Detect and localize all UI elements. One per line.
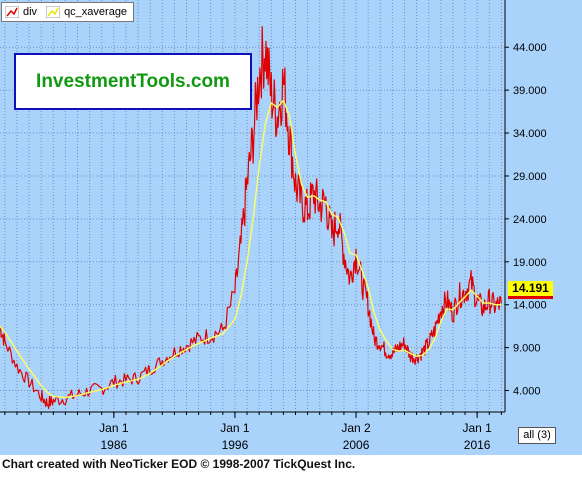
watermark-text: InvestmentTools.com [36,70,230,92]
legend-line-icon [5,6,19,18]
series-line-div [0,26,502,410]
legend-line-icon [46,6,61,18]
x-tick-label: Jan 1 [462,421,492,435]
y-tick-label: 34.000 [513,128,547,140]
axes: 4.000 9.000 14.000 19.000 24.000 29.000 34.000… [0,0,547,452]
y-tick-label: 19.000 [513,257,547,269]
last-value-label: 14.191 [508,281,553,299]
x-tick-label-year: 1996 [222,438,249,452]
y-tick-label: 29.000 [513,171,547,183]
y-tick-label: 14.000 [513,300,547,312]
footer-credit: Chart created with NeoTicker EOD © 1998-… [0,455,582,473]
legend-item-div[interactable]: div [2,6,43,18]
y-tick-label: 9.000 [513,343,541,355]
legend-label-qc-xaverage: qc_xaverage [64,6,128,18]
x-tick-label: Jan 1 [220,421,250,435]
x-tick-label-year: 2006 [343,438,370,452]
watermark-logo: InvestmentTools.com [14,53,252,110]
y-tick-label: 4.000 [513,386,541,398]
x-tick-label: Jan 1 [99,421,129,435]
series-lines [0,26,502,410]
legend-label-div: div [23,6,38,18]
legend: div qc_xaverage [1,2,135,22]
range-all-button[interactable]: all (3) [518,427,556,444]
legend-item-qc-xaverage[interactable]: qc_xaverage [43,6,133,18]
x-tick-label-year: 1986 [100,438,127,452]
series-line-qc-xaverage [0,99,502,399]
x-tick-label: Jan 2 [341,421,371,435]
y-tick-label: 24.000 [513,214,547,226]
x-tick-label-year: 2016 [464,438,491,452]
y-tick-label: 39.000 [513,85,547,97]
y-tick-label: 44.000 [513,42,547,54]
